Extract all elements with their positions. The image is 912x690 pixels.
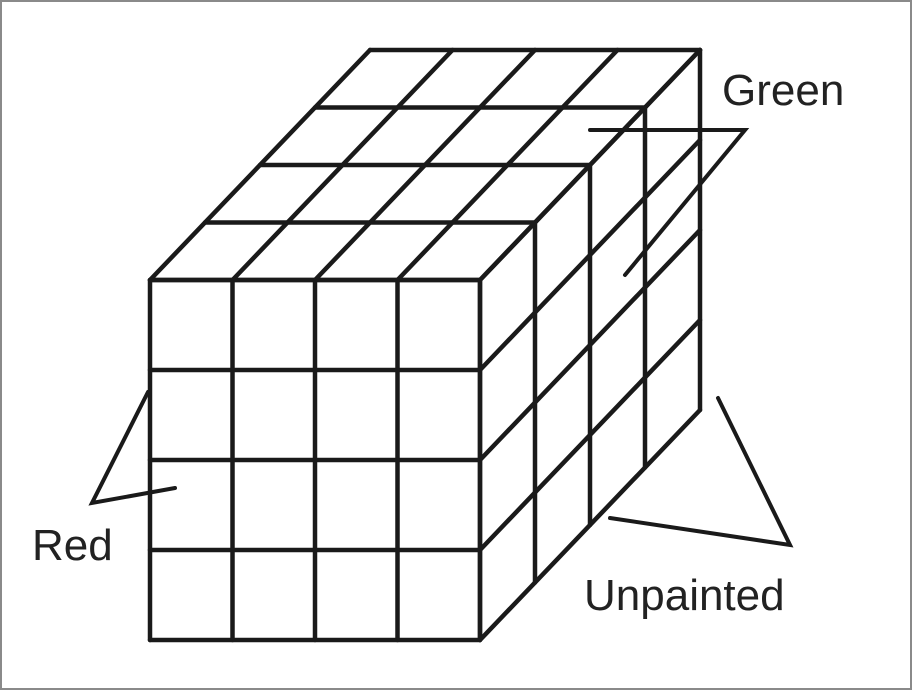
label-green: Green	[722, 66, 844, 115]
painted-cube	[147, 47, 703, 643]
top-face-depth-line	[395, 47, 620, 283]
side-face-depth-line	[477, 227, 703, 463]
green-callout-line	[588, 128, 750, 277]
top-face-depth-line	[477, 47, 703, 283]
label-red: Red	[32, 521, 113, 570]
callout-lines	[88, 128, 794, 548]
label-unpainted: Unpainted	[584, 571, 785, 620]
red-callout-line	[88, 390, 177, 506]
unpainted-callout-line	[608, 396, 794, 548]
side-face-depth-line	[477, 407, 703, 643]
side-face-depth-line	[477, 317, 703, 553]
